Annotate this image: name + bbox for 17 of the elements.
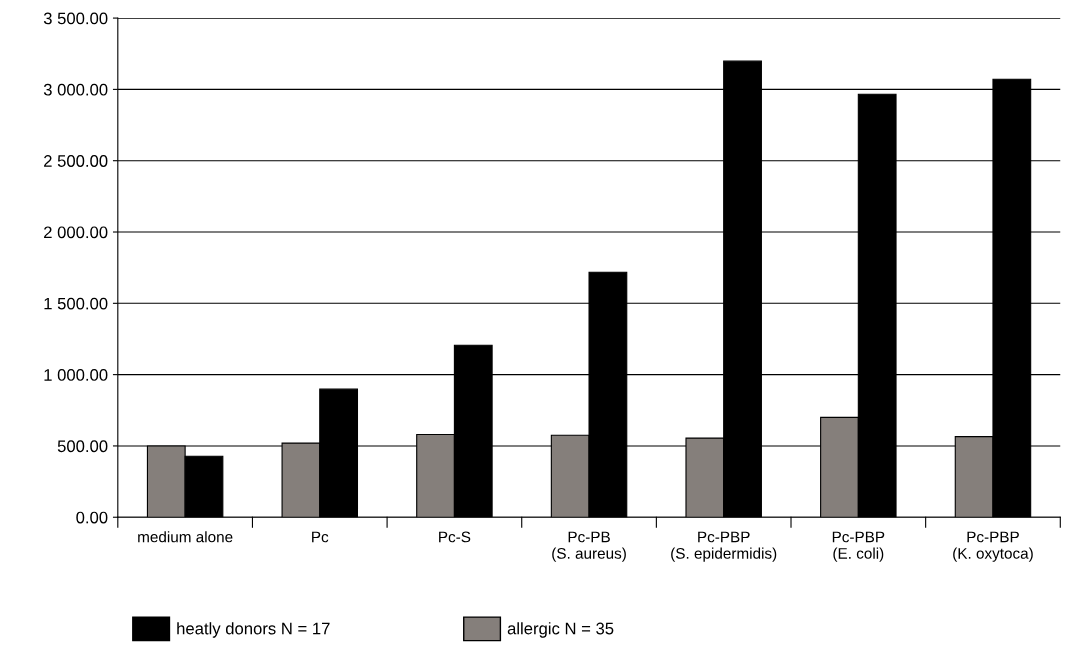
legend-label: allergic N = 35: [507, 622, 614, 638]
x-tick-label: Pc: [312, 531, 329, 543]
y-tick-label: 0.00: [76, 511, 108, 524]
legend-label: heatly donors N = 17: [177, 622, 330, 638]
y-tick-label: 3 000.00: [43, 83, 108, 96]
x-tick-label: Pc-S: [439, 531, 471, 543]
y-tick-label: 2 000.00: [44, 226, 108, 239]
x-tick-label: Pc-PBP (E. coli): [832, 531, 885, 562]
y-tick-label: 500.00: [57, 440, 108, 453]
y-tick-label: 3 500.00: [43, 12, 108, 25]
y-tick-label: 2 500.00: [44, 155, 108, 167]
y-tick-label: 1 000.00: [44, 369, 108, 381]
x-tick-label: Pc-PB (S. aureus): [552, 531, 626, 562]
x-tick-label: medium alone: [138, 531, 233, 543]
x-tick-label: Pc-PBP (K. oxytoca): [953, 531, 1033, 562]
x-tick-label: Pc-PBP (S. epidermidis): [671, 531, 777, 562]
y-tick-label: 1 500.00: [44, 297, 108, 310]
